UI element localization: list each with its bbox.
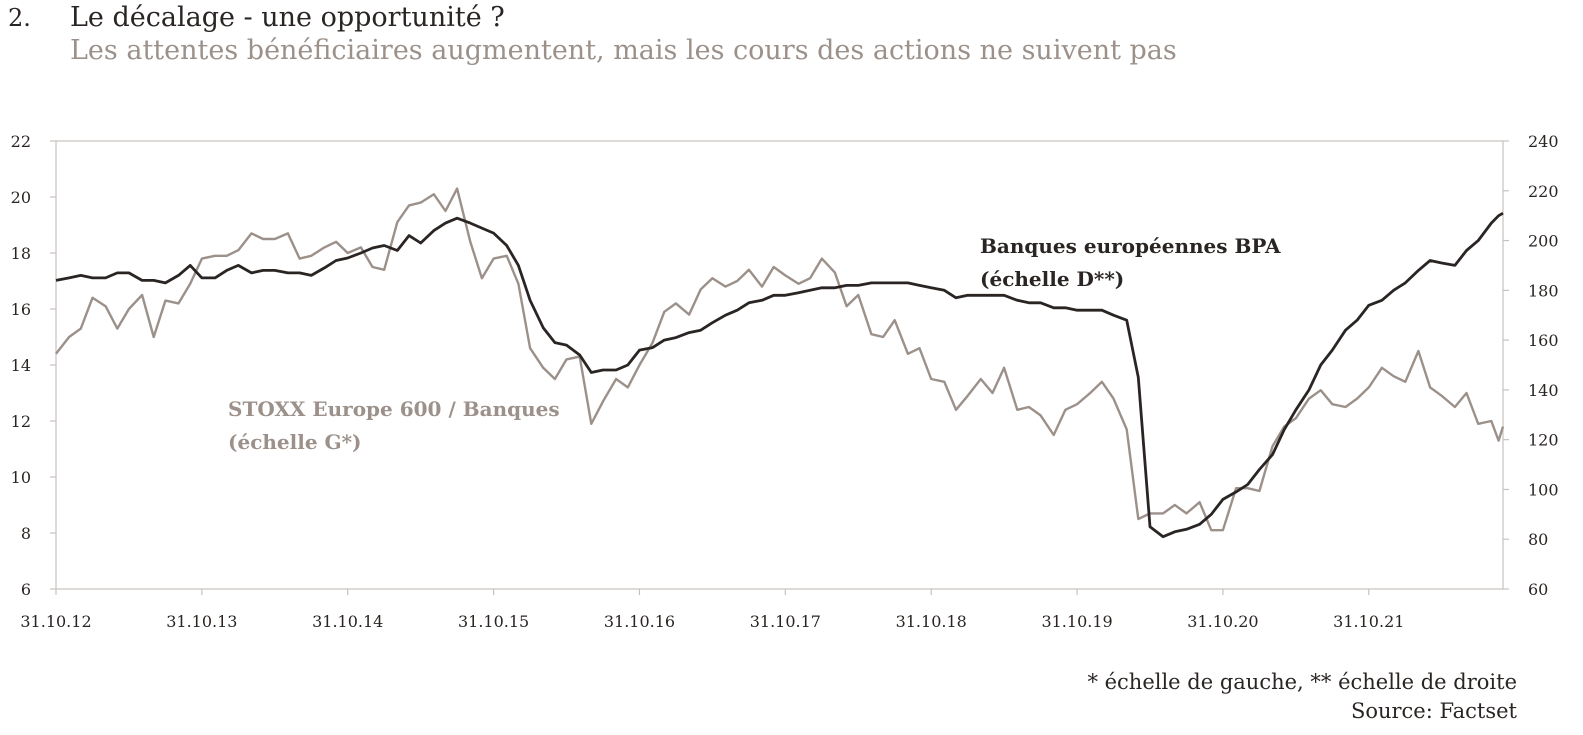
right-tick-label: 180 — [1528, 281, 1559, 300]
x-tick-label: 31.10.21 — [1333, 612, 1404, 631]
right-tick-label: 120 — [1528, 431, 1559, 450]
x-tick-label: 31.10.20 — [1187, 612, 1258, 631]
right-tick-label: 160 — [1528, 331, 1559, 350]
source-note: Source: Factset — [1350, 699, 1517, 723]
left-tick-label: 6 — [21, 580, 31, 599]
series-scale-label: (échelle D**) — [980, 267, 1124, 291]
series-line-stoxx-banques — [55, 187, 1505, 532]
left-tick-label: 12 — [11, 412, 31, 431]
left-tick-label: 10 — [11, 468, 31, 487]
left-tick-label: 8 — [21, 524, 31, 543]
x-tick-label: 31.10.14 — [312, 612, 383, 631]
x-tick-label: 31.10.18 — [896, 612, 967, 631]
chart-title: Le décalage - une opportunité ? — [70, 2, 505, 33]
right-tick-label: 140 — [1528, 381, 1559, 400]
series-label: Banques européennes BPA — [980, 234, 1281, 258]
title-row: 2. Le décalage - une opportunité ? — [8, 2, 1177, 33]
x-tick-label: 31.10.17 — [750, 612, 821, 631]
left-tick-label: 22 — [11, 132, 31, 151]
chart-header: 2. Le décalage - une opportunité ? Les a… — [8, 2, 1177, 66]
left-tick-label: 16 — [11, 300, 31, 319]
footnote: * échelle de gauche, ** échelle de droit… — [1087, 670, 1517, 694]
series-line-banques-bpa — [55, 211, 1504, 539]
chart-subtitle: Les attentes bénéficiaires augmentent, m… — [70, 35, 1177, 66]
x-tick-label: 31.10.15 — [458, 612, 529, 631]
series-label: STOXX Europe 600 / Banques — [228, 397, 560, 421]
x-tick-label: 31.10.16 — [604, 612, 675, 631]
left-tick-label: 20 — [11, 188, 31, 207]
left-tick-label: 14 — [11, 356, 31, 375]
x-tick-label: 31.10.13 — [166, 612, 237, 631]
right-tick-label: 220 — [1528, 182, 1559, 201]
right-tick-label: 100 — [1528, 480, 1559, 499]
chart-footer: * échelle de gauche, ** échelle de droit… — [1087, 668, 1517, 726]
right-tick-label: 80 — [1528, 530, 1548, 549]
right-tick-label: 200 — [1528, 232, 1559, 251]
right-tick-label: 60 — [1528, 580, 1548, 599]
right-tick-label: 240 — [1528, 132, 1559, 151]
x-tick-label: 31.10.19 — [1041, 612, 1112, 631]
series-scale-label: (échelle G*) — [228, 430, 362, 454]
left-tick-label: 18 — [11, 244, 31, 263]
plot-frame — [55, 140, 1504, 590]
x-tick-label: 31.10.12 — [20, 612, 91, 631]
section-number: 2. — [8, 4, 31, 32]
